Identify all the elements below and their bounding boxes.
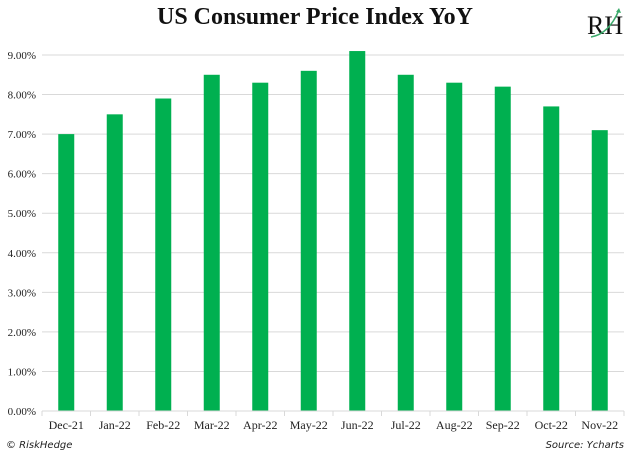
y-tick-label: 8.00% — [8, 90, 36, 102]
bar-mar-22 — [203, 74, 220, 412]
copyright-label: © RiskHedge — [6, 440, 73, 451]
bar-aug-22 — [446, 82, 463, 411]
y-tick-label: 6.00% — [8, 169, 36, 181]
y-tick-label: 4.00% — [8, 248, 36, 260]
y-tick-label: 3.00% — [8, 287, 36, 299]
bar-may-22 — [300, 70, 317, 412]
y-tick-label: 0.00% — [8, 406, 36, 418]
x-tick-label: Jun-22 — [341, 418, 374, 432]
x-tick-label: Jul-22 — [391, 418, 421, 432]
x-tick-label: Aug-22 — [436, 418, 473, 432]
gridlines — [42, 54, 624, 372]
bar-oct-22 — [543, 106, 560, 411]
bar-jul-22 — [397, 74, 414, 412]
x-tick-label: Oct-22 — [535, 418, 568, 432]
x-tick-label: Sep-22 — [486, 418, 520, 432]
y-tick-label: 5.00% — [8, 208, 36, 220]
x-tick-label: May-22 — [290, 418, 328, 432]
bar-sep-22 — [494, 86, 511, 412]
x-tick-label: Dec-21 — [49, 418, 84, 432]
logo-arrowhead-icon — [616, 8, 621, 13]
bar-apr-22 — [252, 82, 269, 411]
bars — [58, 51, 608, 412]
bar-dec-21 — [58, 134, 75, 411]
bar-jun-22 — [349, 51, 366, 412]
x-axis — [41, 410, 625, 416]
x-tick-label: Apr-22 — [243, 418, 277, 432]
riskhedge-logo: RH — [587, 8, 623, 40]
x-tick-label: Jan-22 — [99, 418, 131, 432]
x-tick-label: Feb-22 — [146, 418, 180, 432]
chart-title: US Consumer Price Index YoY — [157, 4, 473, 30]
x-axis-ticks: Dec-21 Jan-22 Feb-22 Mar-22 Apr-22 May-22 Jun-… — [49, 418, 619, 432]
x-tick-label: Mar-22 — [194, 418, 230, 432]
y-axis-ticks: 0.00% 1.00% 2.00% 3.00% 4.00% 5.00% 6.00% 7.00%… — [8, 50, 36, 418]
logo-arrow-icon — [590, 9, 620, 38]
logo-text: RH — [587, 11, 623, 40]
y-tick-label: 7.00% — [8, 129, 36, 141]
bar-feb-22 — [155, 98, 172, 411]
y-tick-label: 9.00% — [8, 50, 36, 62]
x-tick-label: Nov-22 — [581, 418, 618, 432]
bar-jan-22 — [106, 114, 123, 411]
y-tick-label: 2.00% — [8, 327, 36, 339]
y-tick-label: 1.00% — [8, 366, 36, 378]
source-label: Source: Ycharts — [545, 440, 624, 451]
bar-nov-22 — [591, 130, 608, 411]
